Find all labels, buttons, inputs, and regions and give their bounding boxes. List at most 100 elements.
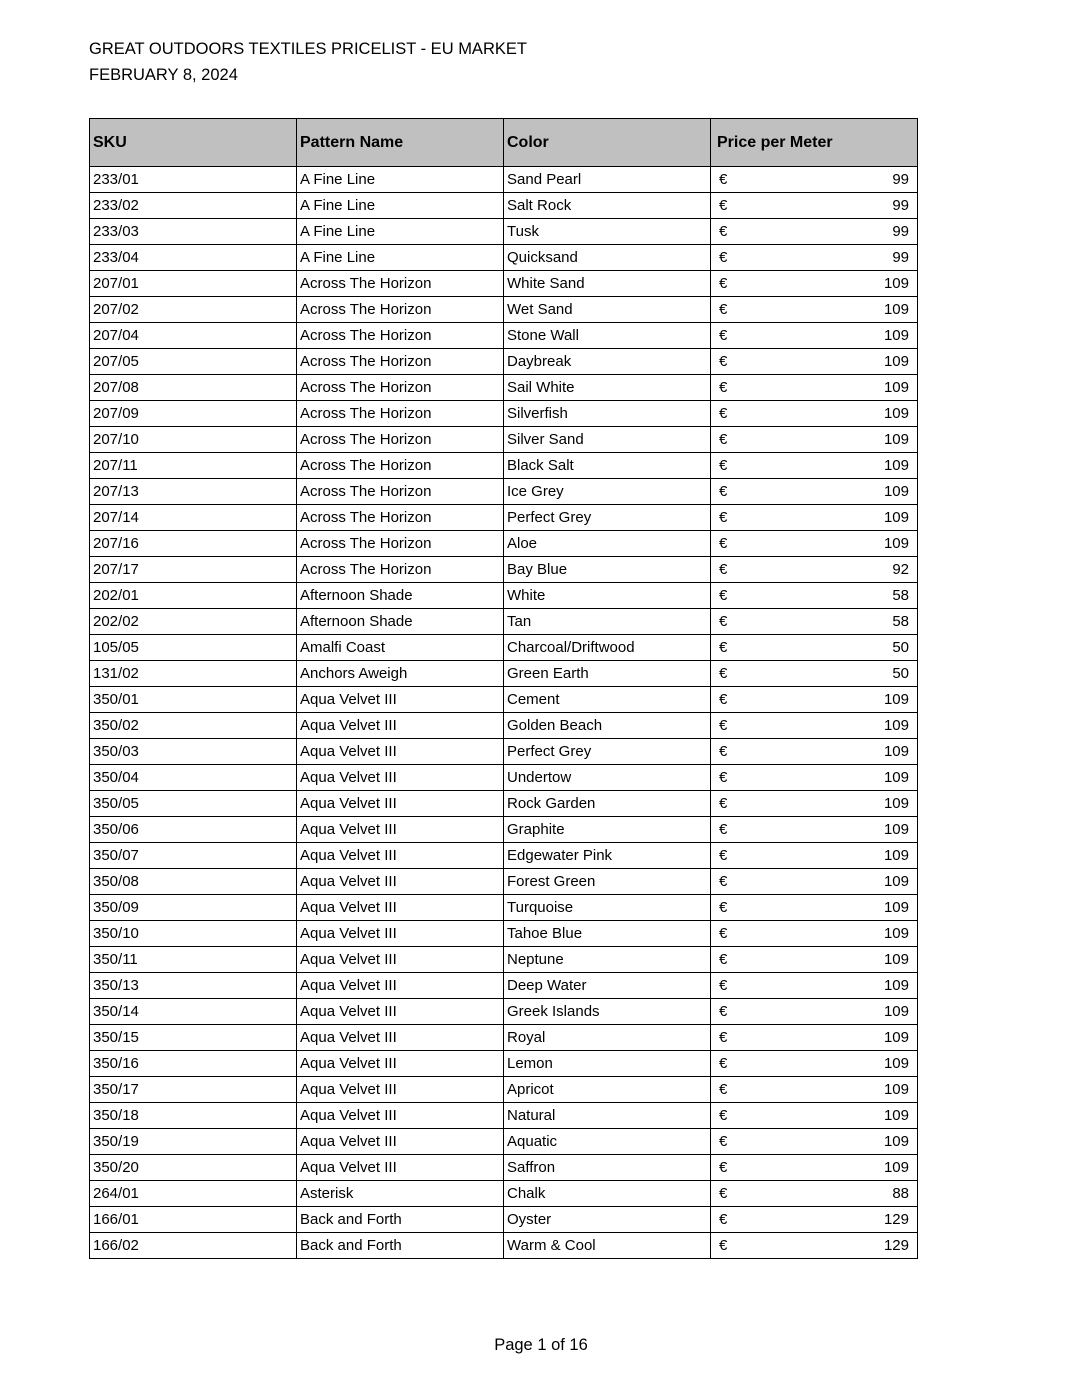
- price-cell: €109: [710, 400, 918, 427]
- sku-cell: 207/05: [89, 348, 297, 375]
- currency-symbol: €: [719, 1237, 728, 1254]
- currency-symbol: €: [719, 613, 728, 630]
- color-cell: Charcoal/Driftwood: [503, 634, 711, 661]
- pattern-name-cell: Aqua Velvet III: [296, 712, 504, 739]
- color-cell: Silver Sand: [503, 426, 711, 453]
- price-cell: €109: [710, 868, 918, 895]
- price-value: 109: [883, 1133, 909, 1150]
- currency-symbol: €: [719, 1159, 728, 1176]
- price-cell: €109: [710, 1050, 918, 1077]
- pattern-name-cell: Across The Horizon: [296, 504, 504, 531]
- price-cell: €109: [710, 1154, 918, 1181]
- sku-cell: 207/16: [89, 530, 297, 557]
- price-value: 109: [883, 535, 909, 552]
- table-row: 207/01 Across The Horizon White Sand €109: [89, 270, 918, 297]
- currency-symbol: €: [719, 821, 728, 838]
- sku-cell: 350/04: [89, 764, 297, 791]
- price-value: 109: [883, 353, 909, 370]
- currency-symbol: €: [719, 587, 728, 604]
- price-value: 109: [883, 457, 909, 474]
- price-cell: €109: [710, 1128, 918, 1155]
- price-value: 58: [892, 587, 909, 604]
- currency-symbol: €: [719, 691, 728, 708]
- pattern-name-cell: Back and Forth: [296, 1232, 504, 1259]
- sku-cell: 350/11: [89, 946, 297, 973]
- price-value: 109: [883, 743, 909, 760]
- price-cell: €88: [710, 1180, 918, 1207]
- table-row: 350/08 Aqua Velvet III Forest Green €109: [89, 868, 918, 895]
- table-row: 166/01 Back and Forth Oyster €129: [89, 1206, 918, 1233]
- pattern-name-cell: Aqua Velvet III: [296, 1154, 504, 1181]
- price-value: 109: [883, 327, 909, 344]
- table-row: 207/17 Across The Horizon Bay Blue €92: [89, 556, 918, 583]
- pricelist-table: SKU Pattern Name Color Price per Meter 2…: [89, 118, 918, 1259]
- currency-symbol: €: [719, 1003, 728, 1020]
- color-cell: Black Salt: [503, 452, 711, 479]
- pattern-name-cell: Aqua Velvet III: [296, 842, 504, 869]
- sku-cell: 233/01: [89, 166, 297, 193]
- price-value: 109: [883, 509, 909, 526]
- price-cell: €58: [710, 582, 918, 609]
- price-value: 50: [892, 639, 909, 656]
- sku-cell: 264/01: [89, 1180, 297, 1207]
- pattern-name-cell: Across The Horizon: [296, 452, 504, 479]
- pattern-name-cell: Back and Forth: [296, 1206, 504, 1233]
- color-cell: Silverfish: [503, 400, 711, 427]
- color-cell: Tahoe Blue: [503, 920, 711, 947]
- price-cell: €92: [710, 556, 918, 583]
- color-cell: Perfect Grey: [503, 738, 711, 765]
- pattern-name-cell: Amalfi Coast: [296, 634, 504, 661]
- sku-cell: 233/04: [89, 244, 297, 271]
- sku-cell: 350/18: [89, 1102, 297, 1129]
- price-cell: €109: [710, 686, 918, 713]
- price-cell: €109: [710, 972, 918, 999]
- color-cell: Tusk: [503, 218, 711, 245]
- currency-symbol: €: [719, 249, 728, 266]
- pattern-name-cell: Across The Horizon: [296, 478, 504, 505]
- table-row: 350/16 Aqua Velvet III Lemon €109: [89, 1050, 918, 1077]
- price-cell: €129: [710, 1232, 918, 1259]
- table-row: 350/14 Aqua Velvet III Greek Islands €109: [89, 998, 918, 1025]
- column-header-price: Price per Meter: [710, 118, 918, 167]
- sku-cell: 350/08: [89, 868, 297, 895]
- color-cell: Warm & Cool: [503, 1232, 711, 1259]
- table-row: 350/07 Aqua Velvet III Edgewater Pink €109: [89, 842, 918, 869]
- price-value: 109: [883, 1081, 909, 1098]
- sku-cell: 207/10: [89, 426, 297, 453]
- currency-symbol: €: [719, 535, 728, 552]
- table-row: 202/01 Afternoon Shade White €58: [89, 582, 918, 609]
- color-cell: Perfect Grey: [503, 504, 711, 531]
- currency-symbol: €: [719, 301, 728, 318]
- price-value: 109: [883, 431, 909, 448]
- pattern-name-cell: A Fine Line: [296, 244, 504, 271]
- price-cell: €109: [710, 426, 918, 453]
- price-value: 109: [883, 769, 909, 786]
- table-row: 105/05 Amalfi Coast Charcoal/Driftwood €50: [89, 634, 918, 661]
- table-row: 166/02 Back and Forth Warm & Cool €129: [89, 1232, 918, 1259]
- table-row: 350/19 Aqua Velvet III Aquatic €109: [89, 1128, 918, 1155]
- table-row: 233/02 A Fine Line Salt Rock €99: [89, 192, 918, 219]
- pattern-name-cell: Asterisk: [296, 1180, 504, 1207]
- price-cell: €109: [710, 816, 918, 843]
- color-cell: Lemon: [503, 1050, 711, 1077]
- pattern-name-cell: Afternoon Shade: [296, 608, 504, 635]
- sku-cell: 350/03: [89, 738, 297, 765]
- pattern-name-cell: Across The Horizon: [296, 322, 504, 349]
- page-number: Page 1 of 16: [494, 1336, 588, 1354]
- price-value: 109: [883, 821, 909, 838]
- color-cell: Graphite: [503, 816, 711, 843]
- price-value: 109: [883, 405, 909, 422]
- color-cell: Saffron: [503, 1154, 711, 1181]
- pattern-name-cell: Aqua Velvet III: [296, 998, 504, 1025]
- currency-symbol: €: [719, 717, 728, 734]
- color-cell: Aquatic: [503, 1128, 711, 1155]
- sku-cell: 105/05: [89, 634, 297, 661]
- color-cell: Chalk: [503, 1180, 711, 1207]
- price-value: 109: [883, 1107, 909, 1124]
- currency-symbol: €: [719, 327, 728, 344]
- pattern-name-cell: Afternoon Shade: [296, 582, 504, 609]
- pattern-name-cell: Across The Horizon: [296, 296, 504, 323]
- currency-symbol: €: [719, 769, 728, 786]
- price-cell: €109: [710, 946, 918, 973]
- color-cell: Edgewater Pink: [503, 842, 711, 869]
